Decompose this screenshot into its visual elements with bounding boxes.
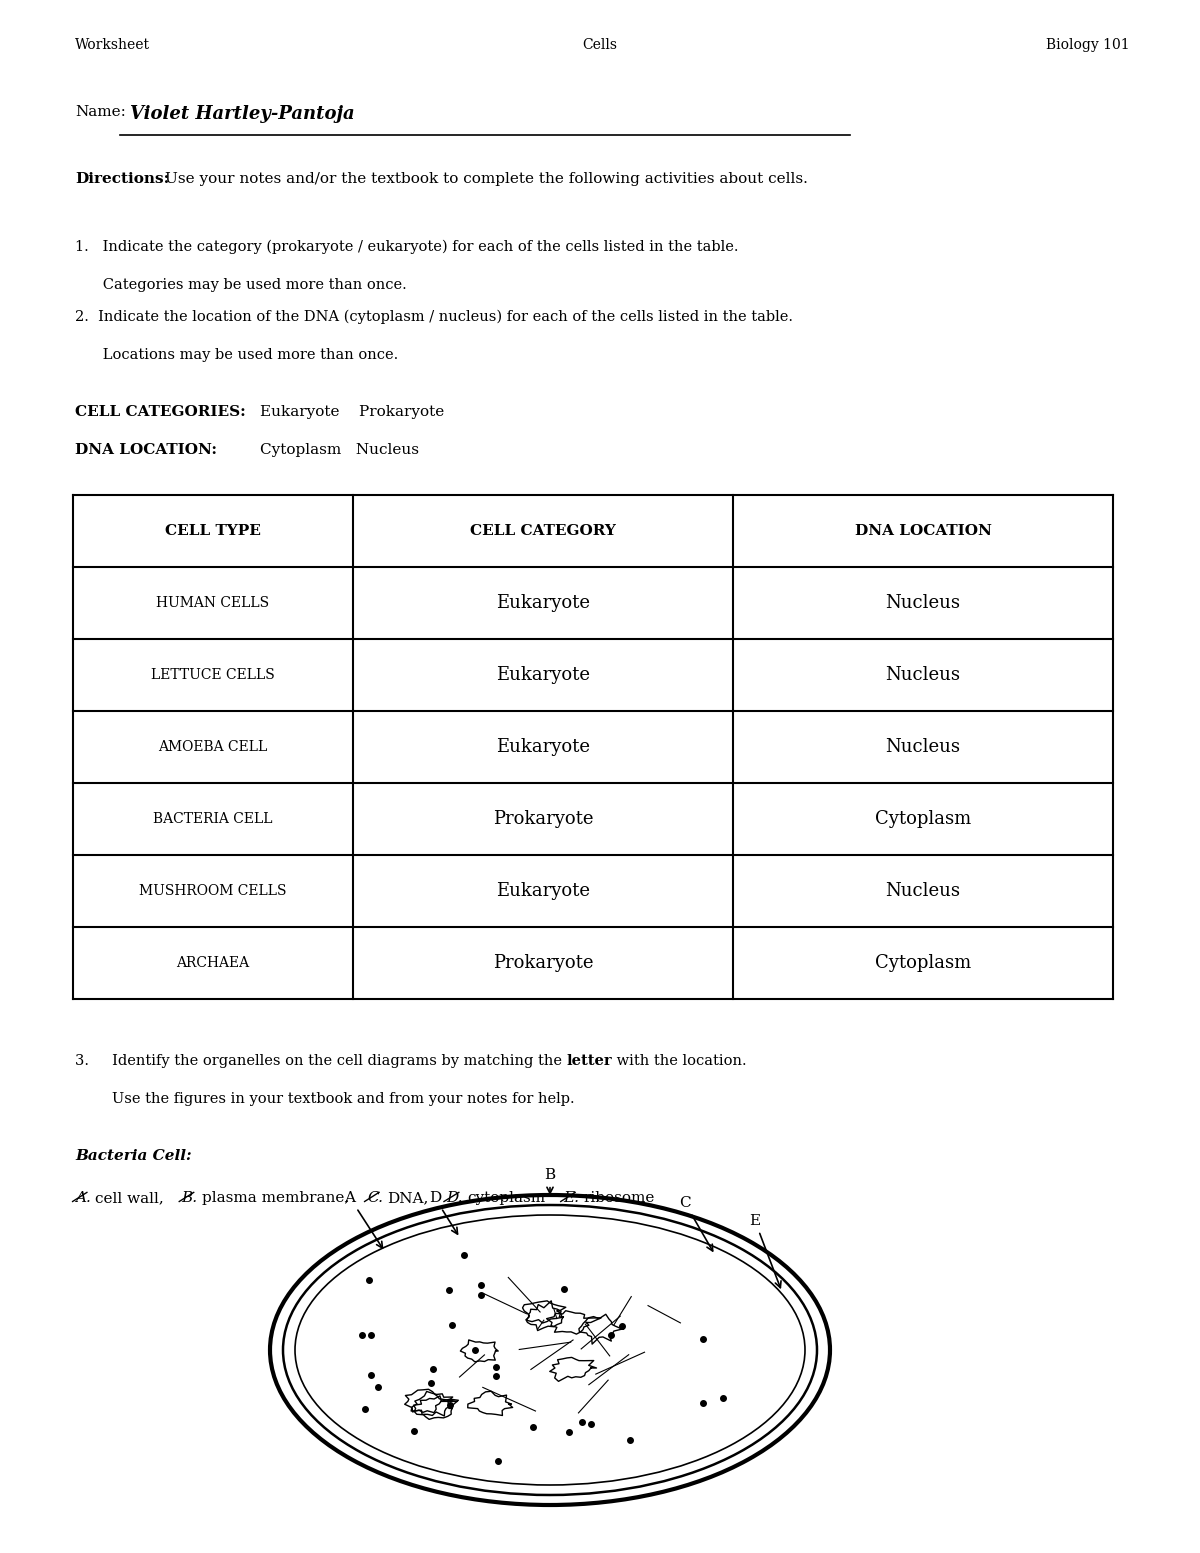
Text: 2.  Indicate the location of the DNA (cytoplasm / nucleus) for each of the cells: 2. Indicate the location of the DNA (cyt… — [74, 311, 793, 325]
Text: Eukaryote: Eukaryote — [496, 882, 590, 901]
Text: with the location.: with the location. — [612, 1054, 746, 1068]
Text: Name:: Name: — [74, 106, 126, 120]
Text: 3.     Identify the organelles on the cell diagrams by matching the: 3. Identify the organelles on the cell d… — [74, 1054, 566, 1068]
Text: B: B — [545, 1168, 556, 1193]
Text: Nucleus: Nucleus — [886, 593, 960, 612]
Text: Eukaryote: Eukaryote — [496, 593, 590, 612]
Text: Nucleus: Nucleus — [886, 882, 960, 901]
Text: Biology 101: Biology 101 — [1046, 37, 1130, 51]
Text: Cytoplasm: Cytoplasm — [875, 811, 971, 828]
Text: B.: B. — [181, 1191, 198, 1205]
Text: CELL CATEGORY: CELL CATEGORY — [470, 523, 616, 537]
Text: ARCHAEA: ARCHAEA — [176, 957, 250, 971]
Text: A: A — [344, 1191, 383, 1249]
Text: CELL TYPE: CELL TYPE — [166, 523, 260, 537]
Text: Eukaryote: Eukaryote — [496, 666, 590, 683]
Text: 1.   Indicate the category (prokaryote / eukaryote) for each of the cells listed: 1. Indicate the category (prokaryote / e… — [74, 241, 738, 255]
Text: HUMAN CELLS: HUMAN CELLS — [156, 596, 270, 610]
Text: D: D — [428, 1191, 457, 1235]
Text: Nucleus: Nucleus — [886, 738, 960, 756]
Text: AMOEBA CELL: AMOEBA CELL — [158, 739, 268, 755]
Text: Prokaryote: Prokaryote — [493, 954, 593, 972]
Text: Violet Hartley-Pantoja: Violet Hartley-Pantoja — [130, 106, 355, 123]
Text: C.: C. — [367, 1191, 383, 1205]
Text: Cytoplasm   Nucleus: Cytoplasm Nucleus — [260, 443, 419, 457]
Text: MUSHROOM CELLS: MUSHROOM CELLS — [139, 884, 287, 898]
Text: LETTUCE CELLS: LETTUCE CELLS — [151, 668, 275, 682]
Text: Worksheet: Worksheet — [74, 37, 150, 51]
Text: DNA LOCATION: DNA LOCATION — [854, 523, 991, 537]
Text: Bacteria Cell:: Bacteria Cell: — [74, 1149, 192, 1163]
Text: Cytoplasm: Cytoplasm — [875, 954, 971, 972]
Text: letter: letter — [566, 1054, 612, 1068]
Text: Directions:: Directions: — [74, 172, 169, 186]
Text: E: E — [750, 1214, 781, 1287]
Text: Nucleus: Nucleus — [886, 666, 960, 683]
Text: C: C — [679, 1196, 713, 1252]
Text: DNA,: DNA, — [386, 1191, 428, 1205]
Text: Locations may be used more than once.: Locations may be used more than once. — [74, 348, 398, 362]
Text: E.: E. — [563, 1191, 580, 1205]
Text: cell wall,: cell wall, — [95, 1191, 163, 1205]
Text: BACTERIA CELL: BACTERIA CELL — [154, 812, 272, 826]
Text: plasma membrane,: plasma membrane, — [202, 1191, 349, 1205]
Text: Use your notes and/or the textbook to complete the following activities about ce: Use your notes and/or the textbook to co… — [164, 172, 808, 186]
Text: CELL CATEGORIES:: CELL CATEGORIES: — [74, 405, 246, 419]
Text: Eukaryote: Eukaryote — [496, 738, 590, 756]
Text: D.: D. — [446, 1191, 463, 1205]
Text: Cells: Cells — [582, 37, 618, 51]
Text: cytoplasm: cytoplasm — [467, 1191, 545, 1205]
Text: ribosome: ribosome — [583, 1191, 654, 1205]
Ellipse shape — [295, 1214, 805, 1485]
Text: DNA LOCATION:: DNA LOCATION: — [74, 443, 217, 457]
Text: Prokaryote: Prokaryote — [493, 811, 593, 828]
Text: A.: A. — [74, 1191, 91, 1205]
Text: Eukaryote    Prokaryote: Eukaryote Prokaryote — [260, 405, 444, 419]
Text: Categories may be used more than once.: Categories may be used more than once. — [74, 278, 407, 292]
Text: Use the figures in your textbook and from your notes for help.: Use the figures in your textbook and fro… — [74, 1092, 575, 1106]
